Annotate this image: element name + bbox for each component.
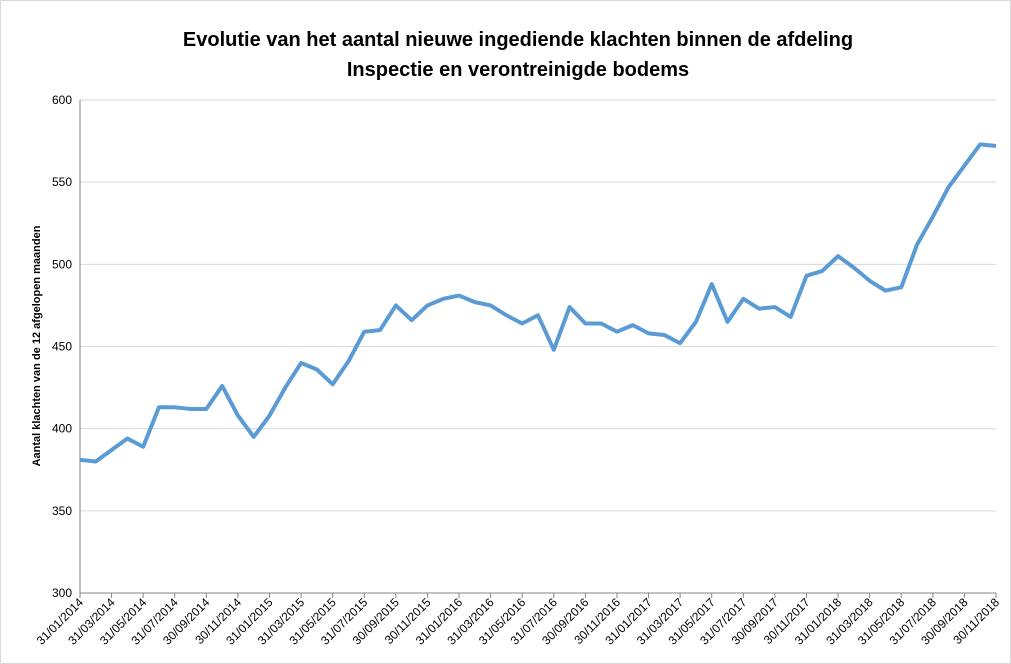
y-tick-label: 300 — [52, 586, 72, 600]
y-tick-label: 450 — [52, 340, 72, 354]
chart-title: Inspectie en verontreinigde bodems — [347, 59, 689, 81]
y-tick-label: 350 — [52, 504, 72, 518]
y-axis-title: Aantal klachten van de 12 afgelopen maan… — [31, 225, 43, 466]
chart-title: Evolutie van het aantal nieuwe ingediend… — [183, 29, 853, 51]
series-line — [79, 142, 997, 464]
y-tick-label: 600 — [52, 93, 72, 107]
y-tick-label: 400 — [52, 422, 72, 436]
y-tick-label: 500 — [52, 257, 72, 271]
y-tick-label: 550 — [52, 175, 72, 189]
